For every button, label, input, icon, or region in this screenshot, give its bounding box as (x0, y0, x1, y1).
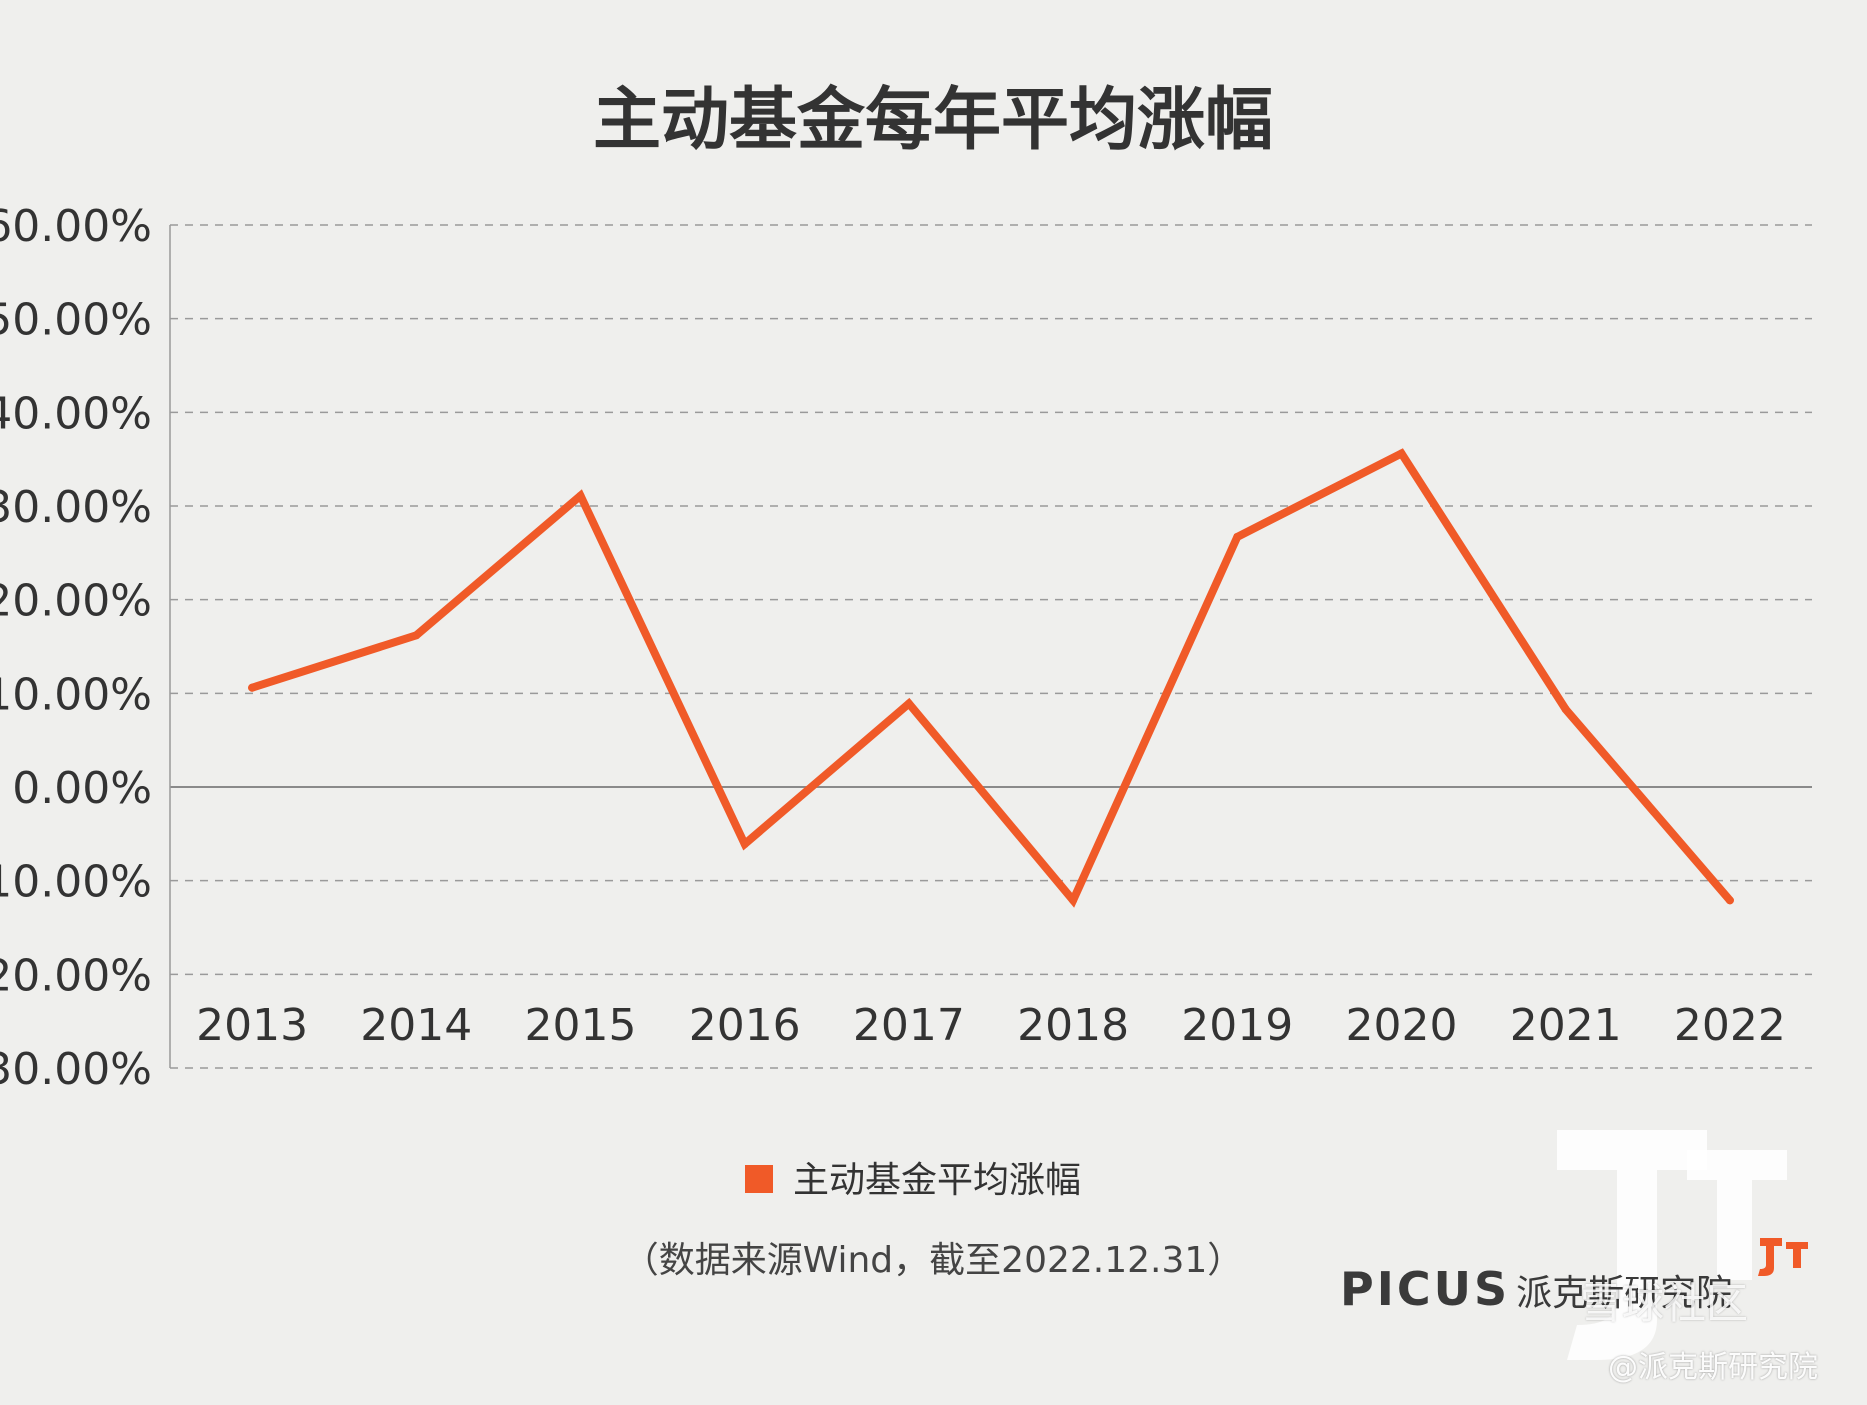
data-point (1069, 896, 1078, 905)
x-tick-label: 2013 (196, 1000, 308, 1051)
watermark-community: 雪球社区 (1580, 1279, 1749, 1328)
x-tick-label: 2019 (1181, 1000, 1293, 1051)
legend: 主动基金平均涨幅 (745, 1160, 1081, 1201)
x-tick-label: 2016 (689, 1000, 801, 1051)
data-point (248, 683, 257, 692)
grid-lines (170, 224, 1812, 1069)
watermark-author: @派克斯研究院 (1608, 1350, 1818, 1385)
source-note: （数据来源Wind，截至2022.12.31） (623, 1240, 1244, 1281)
y-tick-label: 30.00% (0, 482, 152, 533)
data-point (904, 699, 913, 708)
data-point (1233, 532, 1242, 541)
x-tick-label: 2015 (525, 1000, 637, 1051)
x-tick-label: 2022 (1674, 1000, 1786, 1051)
brand-name-en: PICUS (1340, 1262, 1511, 1316)
y-tick-label: 20.00% (0, 576, 152, 627)
y-tick-label: -10.00% (0, 857, 152, 908)
data-point (412, 631, 421, 640)
y-tick-label: 40.00% (0, 388, 152, 439)
legend-swatch (745, 1165, 773, 1193)
brand-logo: PICUS 派克斯研究院 (1340, 1262, 1732, 1316)
data-point (1561, 705, 1570, 714)
y-tick-label: 0.00% (12, 763, 152, 814)
brand-mark-icon (1758, 1238, 1808, 1276)
series-layer (248, 448, 1734, 908)
y-tick-label: 50.00% (0, 295, 152, 346)
y-tick-label: -20.00% (0, 950, 152, 1001)
y-axis: 60.00% 50.00% 40.00% 30.00% 20.00% 10.00% 0.00… (0, 201, 171, 1095)
x-tick-label: 2018 (1017, 1000, 1129, 1051)
x-tick-label: 2014 (360, 1000, 472, 1051)
x-axis-labels: 2013 2014 2015 2016 2017 2018 2019 2020 2021 2022 (196, 1000, 1786, 1051)
chart-title: 主动基金每年平均涨幅 (593, 81, 1273, 160)
data-point (576, 491, 585, 500)
series-line (248, 448, 1734, 908)
data-point (1725, 896, 1734, 905)
brand-watermark-logo (1557, 1130, 1787, 1360)
brand-name-cn: 派克斯研究院 (1516, 1273, 1733, 1314)
data-point (740, 840, 749, 849)
y-tick-label: 60.00% (0, 201, 152, 252)
x-tick-label: 2021 (1510, 1000, 1622, 1051)
x-tick-label: 2020 (1346, 1000, 1458, 1051)
x-tick-label: 2017 (853, 1000, 965, 1051)
data-point (1397, 449, 1406, 458)
y-tick-label: -30.00% (0, 1044, 152, 1095)
legend-label: 主动基金平均涨幅 (793, 1160, 1081, 1201)
y-tick-label: 10.00% (0, 669, 152, 720)
